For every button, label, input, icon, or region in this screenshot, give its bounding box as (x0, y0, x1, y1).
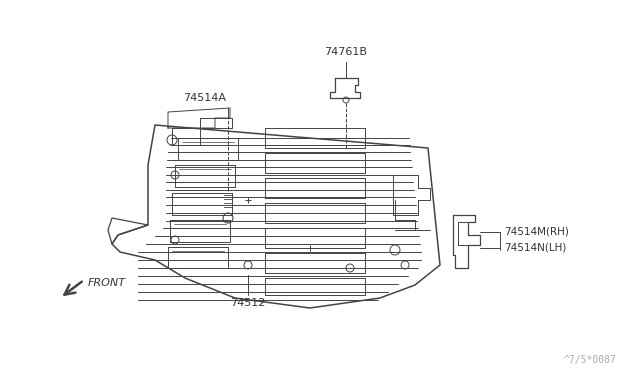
Text: FRONT: FRONT (88, 278, 126, 288)
Text: ^7/5*0087: ^7/5*0087 (564, 355, 616, 365)
Text: 74514N(LH): 74514N(LH) (504, 242, 566, 252)
Text: 74761B: 74761B (324, 47, 367, 57)
Text: 74512: 74512 (230, 298, 266, 308)
Text: 74514M(RH): 74514M(RH) (504, 226, 569, 236)
Text: 74514A: 74514A (184, 93, 227, 103)
